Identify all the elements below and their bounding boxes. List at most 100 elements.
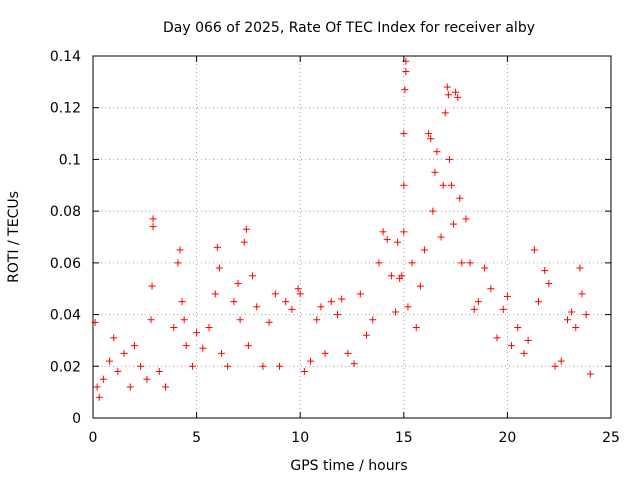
data-point <box>398 272 406 280</box>
data-point <box>450 220 458 228</box>
x-tick-label: 10 <box>291 430 309 446</box>
data-point <box>433 148 441 156</box>
data-point <box>149 223 157 231</box>
data-point <box>401 86 409 94</box>
data-point <box>193 329 201 337</box>
data-point <box>120 349 128 357</box>
data-point <box>481 264 489 272</box>
data-point <box>182 342 190 350</box>
data-point <box>427 135 435 143</box>
data-point <box>213 243 221 251</box>
data-point <box>454 93 462 101</box>
chart-title: Day 066 of 2025, Rate Of TEC Index for r… <box>163 20 535 36</box>
y-tick-label: 0 <box>72 411 81 427</box>
data-point <box>317 303 325 311</box>
data-point <box>215 264 223 272</box>
data-point <box>563 316 571 324</box>
x-tick-label: 25 <box>602 430 620 446</box>
data-point <box>106 357 114 365</box>
x-tick-label: 0 <box>89 430 98 446</box>
data-point <box>572 324 580 331</box>
data-point <box>416 282 424 290</box>
data-point <box>402 68 410 76</box>
data-point <box>437 233 445 241</box>
data-point <box>174 259 182 267</box>
data-point <box>586 370 594 378</box>
data-point <box>400 228 408 236</box>
data-point <box>236 316 244 324</box>
data-point <box>541 267 549 275</box>
y-tick-label: 0.1 <box>59 152 81 168</box>
data-point <box>470 305 478 313</box>
data-point <box>130 342 138 350</box>
data-point <box>431 168 439 176</box>
x-tick-label: 15 <box>395 430 413 446</box>
data-point <box>180 316 188 324</box>
data-point <box>363 331 371 339</box>
data-point <box>508 342 516 350</box>
data-point <box>534 298 542 306</box>
data-point <box>224 362 232 370</box>
data-point <box>375 259 383 267</box>
data-point <box>296 290 304 298</box>
data-point <box>425 130 433 138</box>
y-tick-label: 0.14 <box>50 49 81 65</box>
data-point <box>404 303 412 311</box>
data-point <box>350 360 358 368</box>
data-point <box>110 334 118 342</box>
data-point <box>155 367 163 375</box>
data-point <box>443 83 451 91</box>
y-tick-label: 0.08 <box>50 204 81 220</box>
data-point <box>578 290 586 298</box>
data-point <box>474 298 482 306</box>
data-point <box>321 349 329 357</box>
data-point <box>524 336 532 344</box>
data-point <box>259 362 267 370</box>
data-point <box>234 280 242 288</box>
y-tick-label: 0.06 <box>50 256 81 272</box>
data-point <box>441 109 449 117</box>
data-point <box>333 311 341 319</box>
data-point <box>520 349 528 357</box>
x-tick-label: 20 <box>498 430 516 446</box>
data-point <box>503 292 511 300</box>
data-point <box>568 308 576 316</box>
data-point <box>387 272 395 280</box>
data-point <box>162 383 170 391</box>
data-point <box>253 303 261 311</box>
data-point <box>126 383 134 391</box>
data-point <box>452 88 460 96</box>
data-point <box>188 362 196 370</box>
data-point <box>307 357 315 365</box>
data-point <box>412 324 420 331</box>
data-point <box>545 280 553 288</box>
plot-frame <box>92 55 612 419</box>
data-points <box>91 57 594 401</box>
data-point <box>148 282 156 290</box>
data-point <box>282 298 290 306</box>
data-point <box>499 305 507 313</box>
data-point <box>95 393 103 401</box>
data-point <box>338 295 346 303</box>
data-point <box>444 91 452 99</box>
grid <box>93 56 611 418</box>
data-point <box>400 130 408 138</box>
data-point <box>576 264 584 272</box>
data-point <box>217 349 225 357</box>
data-point <box>582 311 590 319</box>
data-point <box>265 318 273 326</box>
data-point <box>392 308 400 316</box>
data-point <box>369 316 377 324</box>
data-point <box>447 181 455 189</box>
data-point <box>178 298 186 306</box>
y-axis-label: ROTI / TECUs <box>6 191 22 283</box>
data-point <box>249 272 257 280</box>
data-point <box>137 362 145 370</box>
data-point <box>551 362 559 370</box>
x-axis-label: GPS time / hours <box>290 458 407 474</box>
x-tick-label: 5 <box>192 430 201 446</box>
data-point <box>244 342 252 350</box>
data-point <box>429 207 437 215</box>
data-point <box>462 215 470 223</box>
